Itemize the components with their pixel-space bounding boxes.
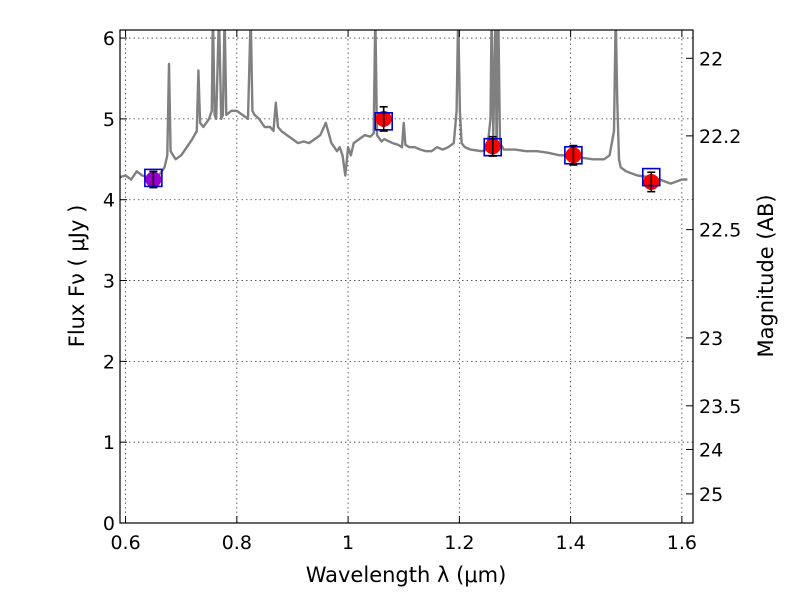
plot-area <box>120 30 688 193</box>
right-axis-title: Magnitude (AB) <box>754 194 778 357</box>
x-tick-label: 1 <box>342 532 354 554</box>
right-tick-label: 24 <box>699 439 723 461</box>
y-axis-title: Flux Fν ( μJy ) <box>65 205 89 348</box>
plot-frame <box>119 29 694 524</box>
x-tick-label: 1.2 <box>444 532 474 554</box>
photometry-markers <box>144 105 661 193</box>
y-tick-label: 5 <box>103 109 115 131</box>
right-tick-label: 25 <box>699 484 723 506</box>
y-tick-label: 1 <box>103 432 115 454</box>
y-tick-label: 2 <box>103 351 115 373</box>
x-tick-label: 0.8 <box>222 532 252 554</box>
right-tick-label: 22.2 <box>699 126 741 148</box>
y-tick-label: 4 <box>103 190 115 212</box>
x-tick-label: 1.6 <box>667 532 697 554</box>
right-tick-label: 22 <box>699 48 723 70</box>
grid-lines <box>120 30 693 524</box>
y-tick-label: 6 <box>103 28 115 50</box>
axis-ticks: 0.6 0.8 1 1.2 1.4 1.601234562222.222.52323.52… <box>103 28 741 554</box>
x-tick-label: 0.6 <box>110 532 140 554</box>
right-tick-label: 22.5 <box>699 220 741 242</box>
y-tick-label: 3 <box>103 271 115 293</box>
x-tick-label: 1.4 <box>556 532 586 554</box>
model-spectrum-line <box>120 30 688 185</box>
y-tick-label: 0 <box>103 513 115 535</box>
right-tick-label: 23 <box>699 328 723 350</box>
x-axis-title: Wavelength λ (μm) <box>306 563 507 587</box>
right-tick-label: 23.5 <box>699 396 741 418</box>
